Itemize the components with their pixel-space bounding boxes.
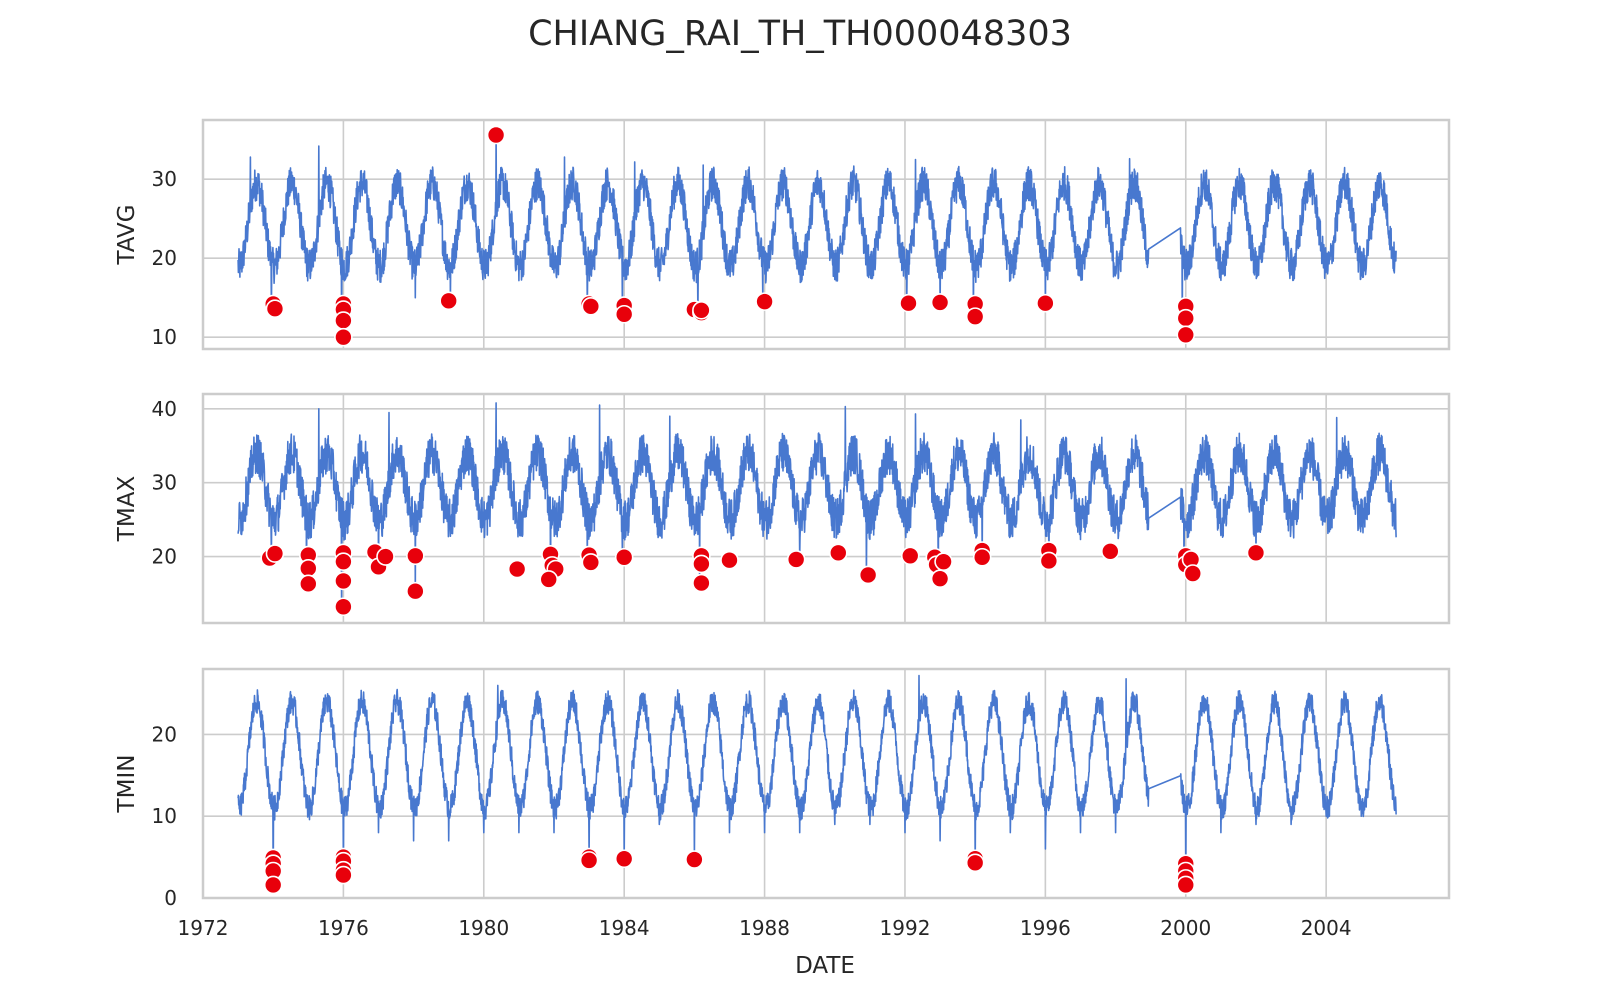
x-axis-label: DATE xyxy=(795,953,855,979)
y-tick-label: 0 xyxy=(164,886,177,910)
chart-title: CHIANG_RAI_TH_TH000048303 xyxy=(528,14,1072,54)
y-tick-label: 20 xyxy=(152,246,177,270)
outlier-point xyxy=(685,850,704,869)
outlier-point xyxy=(265,544,285,563)
outlier-point xyxy=(899,293,918,313)
outlier-point xyxy=(334,571,353,591)
outlier-point xyxy=(858,565,878,585)
outlier-point xyxy=(581,297,601,316)
outlier-point xyxy=(579,851,599,870)
outlier-point xyxy=(334,552,353,571)
x-tick-label: 1980 xyxy=(458,916,509,940)
outlier-point xyxy=(755,292,774,311)
panel-tavg: 10 20 30 TAVG xyxy=(114,118,1451,351)
y-tick-label: 10 xyxy=(152,804,177,828)
outlier-point xyxy=(1246,543,1266,563)
x-tick-label: 1984 xyxy=(599,916,650,940)
outlier-point xyxy=(972,547,992,567)
outlier-point xyxy=(900,546,920,566)
x-tick-label: 1988 xyxy=(739,916,790,940)
outlier-point xyxy=(934,552,953,571)
outlier-point xyxy=(692,301,711,320)
outlier-point xyxy=(334,597,353,617)
outlier-point xyxy=(334,311,353,330)
x-tick-label: 2004 xyxy=(1301,916,1352,940)
y-tick-label: 40 xyxy=(152,397,177,421)
x-tick-label: 1972 xyxy=(178,916,229,940)
outlier-point xyxy=(692,573,711,593)
y-axis-label-tavg: TAVG xyxy=(114,204,140,265)
chart-panels: 10 20 30 TAVG 20 30 40 TMAX 0 10 20 TMIN 1972 1976 198… xyxy=(114,118,1451,940)
outlier-point xyxy=(439,291,458,311)
series-line-tmin xyxy=(237,674,1397,887)
y-axis-label-tmax: TMAX xyxy=(114,476,140,543)
y-tick-label: 20 xyxy=(152,545,177,569)
outlier-point xyxy=(614,304,634,324)
outlier-point xyxy=(1039,551,1059,571)
plot-frame xyxy=(201,118,1451,351)
outlier-point xyxy=(614,849,634,869)
panel-tmax: 20 30 40 TMAX xyxy=(114,392,1451,625)
outlier-point xyxy=(507,559,527,579)
outlier-point xyxy=(263,875,283,895)
outlier-point xyxy=(265,299,285,319)
outlier-point xyxy=(298,574,318,594)
outlier-point xyxy=(1036,293,1055,313)
outlier-point xyxy=(930,569,950,588)
series-line-tmax xyxy=(237,402,1397,609)
x-tick-label: 1996 xyxy=(1020,916,1071,940)
outlier-point xyxy=(828,543,848,563)
outlier-point xyxy=(581,553,601,572)
plot-frame xyxy=(201,392,1451,625)
outlier-point xyxy=(334,327,353,347)
y-tick-label: 30 xyxy=(152,471,177,495)
panel-tmin: 0 10 20 TMIN 1972 1976 1980 1984 1988 1992 1996 200… xyxy=(114,667,1451,940)
outlier-point xyxy=(965,307,985,326)
outlier-point xyxy=(1176,875,1196,895)
outlier-point xyxy=(1176,325,1196,345)
x-tick-label: 1992 xyxy=(880,916,931,940)
x-tick-label: 1976 xyxy=(318,916,369,940)
outlier-point xyxy=(614,547,634,567)
outlier-point xyxy=(965,853,985,873)
series-line-tavg xyxy=(237,134,1397,338)
outlier-point xyxy=(486,125,506,145)
outlier-point xyxy=(786,550,806,569)
outlier-point xyxy=(720,550,739,570)
outlier-point xyxy=(539,570,559,589)
outlier-point xyxy=(930,293,950,312)
outlier-point xyxy=(406,581,425,601)
outlier-point xyxy=(1183,564,1203,583)
outlier-point xyxy=(1176,308,1196,328)
x-tick-label: 2000 xyxy=(1160,916,1211,940)
outlier-point xyxy=(1100,542,1120,561)
plot-area xyxy=(203,120,1449,349)
outlier-point xyxy=(298,559,318,578)
y-tick-label: 10 xyxy=(152,325,177,349)
outlier-point xyxy=(334,865,353,885)
outlier-point xyxy=(692,554,711,574)
outlier-point xyxy=(406,546,425,566)
y-tick-label: 20 xyxy=(152,722,177,746)
outlier-point xyxy=(376,547,395,566)
y-tick-label: 30 xyxy=(152,167,177,191)
y-axis-label-tmin: TMIN xyxy=(114,755,140,814)
plot-frame xyxy=(201,667,1451,900)
